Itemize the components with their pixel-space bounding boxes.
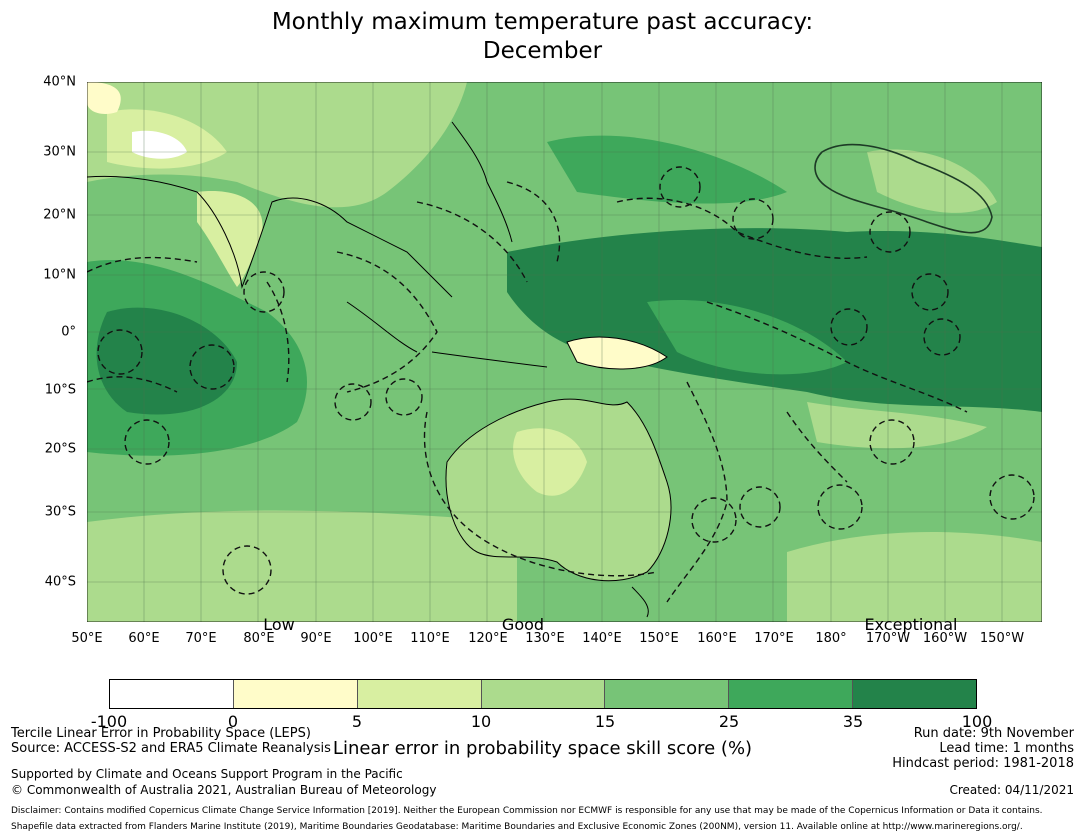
lon-label: 180° [815, 631, 847, 646]
lat-label-10n: 10°N [43, 267, 76, 283]
lon-label: 150°E [639, 631, 679, 646]
footer-lead-time: Lead time: 1 months [939, 741, 1074, 756]
central-australia-region [513, 428, 587, 496]
colorbar-tick: 0 [227, 712, 239, 731]
lat-label-20n: 20°N [43, 207, 76, 223]
lon-label: 170°E [754, 631, 794, 646]
colorbar-tick: 5 [351, 712, 363, 731]
lat-label-0: 0° [61, 324, 76, 340]
lat-label-40s: 40°S [44, 574, 76, 590]
colorbar-segment [729, 680, 854, 708]
title-line-2: December [482, 38, 603, 64]
colorbar-segment [233, 680, 358, 708]
footer-source: Source: ACCESS-S2 and ERA5 Climate Reana… [11, 741, 331, 756]
footer-leps: Tercile Linear Error in Probability Spac… [11, 726, 311, 741]
colorbar-segment [853, 680, 977, 708]
coastlines [87, 121, 672, 618]
colorbar-tick: 15 [594, 712, 616, 731]
lon-label: 140°E [582, 631, 622, 646]
lon-label: 170°W [865, 631, 911, 646]
footer-hindcast: Hindcast period: 1981-2018 [892, 756, 1074, 771]
skill-map[interactable] [86, 81, 1043, 623]
footer-shapefile-credit: Shapefile data extracted from Flanders M… [11, 822, 1023, 832]
colorbar-tick: 10 [470, 712, 492, 731]
footer-support: Supported by Climate and Oceans Support … [11, 767, 403, 781]
lat-label-30n: 30°N [43, 144, 76, 160]
colorbar-tick: -100 [90, 712, 128, 731]
colorbar-tick: 25 [718, 712, 740, 731]
category-low: Low [263, 615, 295, 634]
lat-label-30s: 30°S [44, 504, 76, 520]
map-title: Monthly maximum temperature past accurac… [0, 8, 1085, 66]
lon-label: 110°E [410, 631, 450, 646]
lat-label-40n: 40°N [43, 74, 76, 90]
lon-label: 160°E [697, 631, 737, 646]
colorbar [109, 679, 977, 709]
footer-disclaimer: Disclaimer: Contains modified Copernicus… [11, 806, 1043, 816]
lon-label: 120°E [468, 631, 508, 646]
lon-label: 130°E [525, 631, 565, 646]
lon-label: 90°E [300, 631, 332, 646]
lon-label: 80°E [243, 631, 275, 646]
indian-ocean-core [96, 307, 237, 415]
lat-label-20s: 20°S [44, 441, 76, 457]
south-pacific-region [807, 402, 987, 449]
colorbar-segment [605, 680, 730, 708]
title-line-1: Monthly maximum temperature past accurac… [271, 9, 814, 35]
southern-ocean-east [787, 532, 1042, 622]
north-pacific-region [547, 135, 787, 204]
category-exceptional: Exceptional [864, 615, 958, 634]
asia-region [87, 82, 467, 208]
colorbar-tick: 35 [842, 712, 864, 731]
southern-ocean-west [87, 510, 517, 622]
coral-sea-region [647, 300, 847, 375]
colorbar-segment [110, 680, 234, 708]
hawaii-eez-outline [814, 143, 993, 234]
lon-label: 60°E [128, 631, 160, 646]
lon-label: 160°W [922, 631, 968, 646]
eez-boundaries [87, 166, 1035, 603]
footer-run-date: Run date: 9th November [913, 726, 1074, 741]
colorbar-segment [357, 680, 482, 708]
new-guinea-region [567, 337, 667, 369]
footer-created: Created: 04/11/2021 [949, 783, 1074, 797]
lon-label: 70°E [185, 631, 217, 646]
graticule [87, 82, 1042, 622]
map-canvas [86, 81, 1043, 623]
colorbar-label: Linear error in probability space skill … [332, 738, 753, 759]
colorbar-segment [481, 680, 606, 708]
footer-copyright: © Commonwealth of Australia 2021, Austra… [11, 783, 437, 797]
category-good: Good [501, 615, 545, 634]
lat-label-10s: 10°S [44, 382, 76, 398]
lon-label: 100°E [353, 631, 393, 646]
lon-label: 150°W [979, 631, 1025, 646]
colorbar-tick: 100 [961, 712, 993, 731]
central-asia-region [87, 82, 121, 114]
hawaii-region [867, 149, 997, 213]
lon-label: 50°E [71, 631, 103, 646]
